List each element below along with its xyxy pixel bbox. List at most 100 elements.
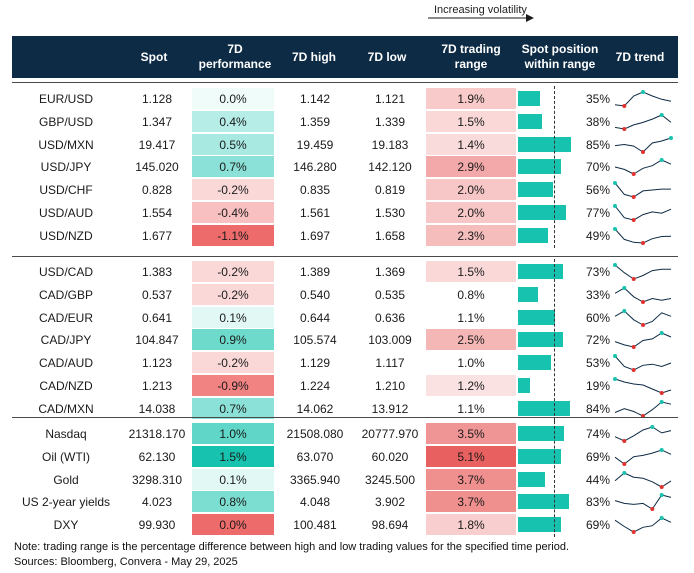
- low-value: 1.658: [374, 228, 406, 243]
- pair-label: CAD/JPY: [40, 332, 92, 347]
- performance-cell: -0.2%: [192, 284, 274, 305]
- position-bar: [518, 182, 553, 197]
- high-value: 0.644: [299, 310, 331, 325]
- range-cell: 1.5%: [426, 111, 516, 132]
- trend-line: [614, 159, 672, 175]
- range-cell: 1.8%: [426, 514, 516, 535]
- range-cell: 1.1%: [426, 398, 516, 419]
- position-label: 19%: [585, 378, 610, 393]
- trend-sparkline: [614, 516, 672, 534]
- position-cell: 19%: [518, 375, 610, 396]
- spot-value: 4.023: [141, 494, 173, 509]
- data-table: EUR/USD 1.128 0.0% 1.142 1.121 1.9% 35% GBP/USD…: [12, 0, 678, 573]
- volatility-legend-label: Increasing volatility: [434, 4, 527, 16]
- position-bar: [518, 310, 555, 325]
- range-cell: 2.5%: [426, 329, 516, 350]
- range-cell: 3.5%: [426, 423, 516, 444]
- trend-min-point: [659, 485, 664, 489]
- trend-sparkline: [614, 90, 672, 108]
- position-label: 72%: [585, 332, 610, 347]
- position-midline: [554, 259, 555, 421]
- trend-line: [614, 287, 672, 303]
- high-value: 19.459: [296, 137, 334, 152]
- high-value: 146.280: [293, 159, 337, 174]
- low-value: 60.020: [371, 449, 409, 464]
- low-value: 98.694: [371, 517, 409, 532]
- trend-line: [614, 426, 672, 442]
- high-value: 4.048: [299, 494, 331, 509]
- low-value: 142.120: [368, 159, 412, 174]
- volatility-arrow-icon: [428, 14, 534, 22]
- header-range-line2: range: [454, 57, 488, 71]
- volatility-legend: Increasing volatility: [426, 2, 536, 24]
- trend-line: [614, 378, 672, 394]
- pair-label: CAD/NZD: [39, 378, 93, 393]
- position-cell: 84%: [518, 398, 610, 419]
- range-cell: 2.0%: [426, 179, 516, 200]
- header-spot: Spot: [140, 49, 168, 64]
- performance-cell: 1.0%: [192, 423, 274, 444]
- high-value: 100.481: [293, 517, 337, 532]
- trend-line: [614, 401, 672, 417]
- pair-label: EUR/USD: [38, 91, 93, 106]
- trend-max-point: [622, 286, 627, 290]
- high-value: 63.070: [296, 449, 334, 464]
- spot-value: 21318.170: [128, 426, 186, 441]
- position-cell: 72%: [518, 329, 610, 350]
- performance-cell: 0.7%: [192, 156, 274, 177]
- position-bar: [518, 401, 570, 416]
- position-label: 60%: [585, 310, 610, 325]
- trend-max-point: [613, 354, 617, 358]
- trend-min-point: [641, 323, 645, 327]
- pair-label: Nasdaq: [45, 426, 87, 441]
- performance-cell: 1.5%: [192, 446, 274, 467]
- trend-line: [614, 310, 672, 326]
- pair-label: Oil (WTI): [42, 449, 90, 464]
- trend-line: [614, 494, 672, 510]
- pair-label: USD/JPY: [40, 159, 92, 174]
- spot-value: 145.020: [135, 159, 179, 174]
- position-label: 44%: [585, 472, 610, 487]
- position-label: 77%: [585, 205, 610, 220]
- position-cell: 83%: [518, 491, 610, 512]
- performance-cell: 0.5%: [192, 134, 274, 155]
- footnote: Note: trading range is the percentage di…: [14, 541, 570, 553]
- trend-line: [614, 114, 672, 130]
- trend-min-point: [631, 530, 636, 534]
- trend-min-point: [622, 462, 627, 466]
- position-label: 35%: [585, 91, 610, 106]
- performance-cell: 0.1%: [192, 307, 274, 328]
- spot-value: 19.417: [138, 137, 176, 152]
- spot-value: 3298.310: [131, 472, 183, 487]
- trend-max-point: [659, 516, 664, 520]
- spot-value: 62.130: [138, 449, 176, 464]
- pair-label: USD/CAD: [38, 264, 93, 279]
- spot-value: 99.930: [138, 517, 176, 532]
- high-value: 0.540: [299, 287, 331, 302]
- spot-value: 0.828: [141, 182, 173, 197]
- high-value: 1.359: [299, 114, 331, 129]
- performance-cell: -0.2%: [192, 261, 274, 282]
- low-value: 1.210: [374, 378, 406, 393]
- spot-value: 1.677: [141, 228, 173, 243]
- high-value: 1.697: [299, 228, 331, 243]
- performance-cell: 0.0%: [192, 88, 274, 109]
- trend-line: [614, 264, 671, 280]
- position-label: 83%: [585, 494, 610, 509]
- trend-line: [614, 332, 672, 348]
- trend-max-point: [613, 377, 617, 381]
- position-cell: 33%: [518, 284, 610, 305]
- high-value: 0.835: [299, 182, 331, 197]
- high-value: 1.224: [299, 378, 331, 393]
- trend-sparkline: [613, 227, 672, 245]
- trend-max-point: [650, 425, 655, 429]
- trend-line: [614, 91, 672, 107]
- range-cell: 5.1%: [426, 446, 516, 467]
- position-bar: [518, 137, 571, 152]
- position-cell: 35%: [518, 88, 610, 109]
- trend-sparkline: [613, 263, 671, 281]
- low-value: 3.902: [374, 494, 406, 509]
- header-position: Spot position within range: [516, 36, 604, 78]
- position-label: 49%: [585, 228, 610, 243]
- source-line: Sources: Bloomberg, Convera - May 29, 20…: [14, 556, 238, 568]
